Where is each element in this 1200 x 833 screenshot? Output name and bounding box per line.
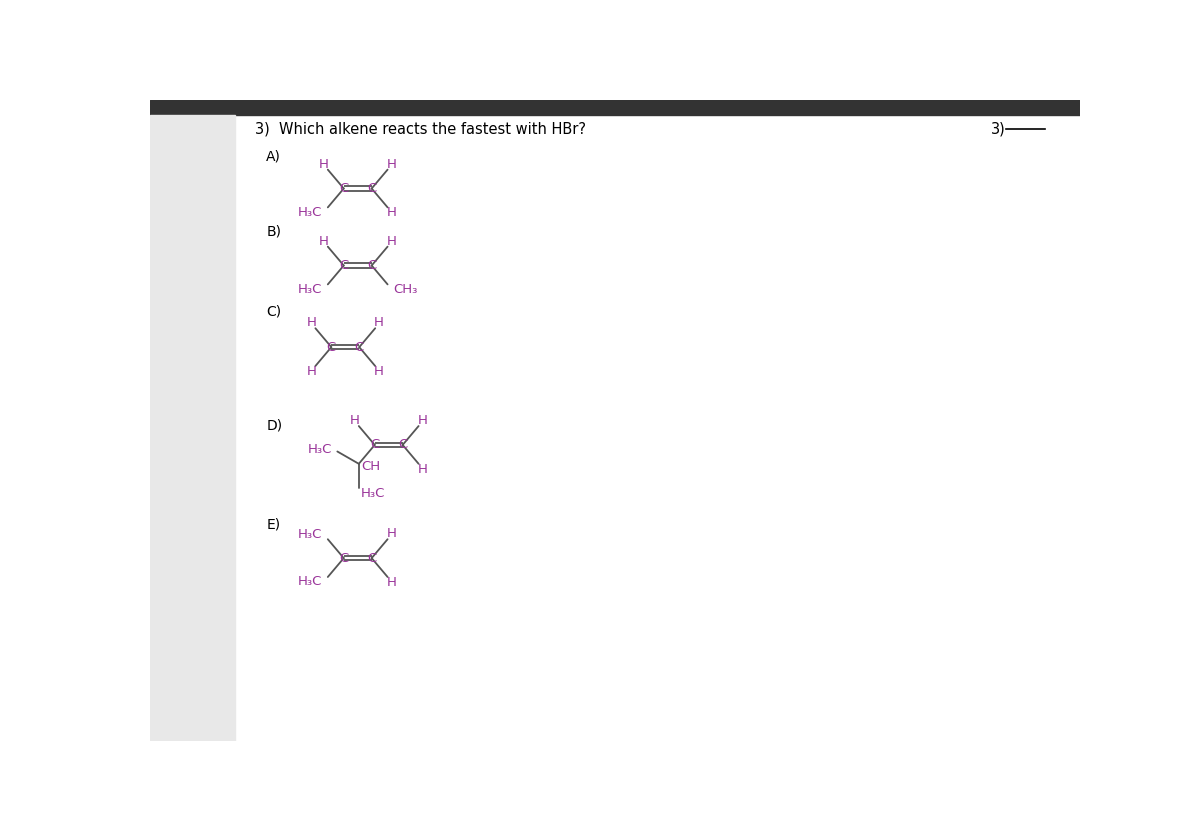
Text: E): E) (266, 517, 281, 531)
Text: C: C (367, 182, 377, 195)
Bar (150, 100, 1080, 115)
Text: H: H (374, 317, 384, 329)
Text: C: C (340, 551, 348, 565)
Text: A): A) (266, 149, 281, 163)
Text: H₃C: H₃C (298, 575, 323, 588)
Bar (150, 115, 235, 741)
Text: H: H (374, 365, 384, 378)
Text: H: H (386, 576, 396, 589)
Text: 3): 3) (991, 122, 1006, 137)
Text: H₃C: H₃C (298, 528, 323, 541)
Text: H: H (319, 235, 329, 247)
Text: H: H (386, 157, 396, 171)
Text: C: C (398, 438, 407, 451)
Text: H₃C: H₃C (360, 487, 385, 501)
Text: C: C (370, 438, 379, 451)
Text: H₃C: H₃C (298, 282, 323, 296)
Text: H₃C: H₃C (298, 206, 323, 218)
Text: H: H (386, 235, 396, 247)
Text: H₃C: H₃C (307, 443, 332, 456)
Text: H: H (350, 414, 360, 427)
Text: C: C (367, 551, 377, 565)
Text: H: H (386, 527, 396, 541)
Text: 3)  Which alkene reacts the fastest with HBr?: 3) Which alkene reacts the fastest with … (254, 122, 586, 137)
Text: C: C (340, 259, 348, 272)
Text: C: C (340, 182, 348, 195)
Text: CH₃: CH₃ (394, 282, 418, 296)
Text: C: C (355, 341, 364, 354)
Text: H: H (418, 462, 427, 476)
Text: CH: CH (361, 461, 380, 473)
Text: C: C (367, 259, 377, 272)
Text: C: C (326, 341, 336, 354)
Text: H: H (306, 365, 317, 378)
Text: H: H (319, 157, 329, 171)
Text: B): B) (266, 225, 281, 238)
Text: H: H (386, 207, 396, 219)
Text: H: H (306, 317, 317, 329)
Text: C): C) (266, 305, 281, 319)
Text: H: H (418, 414, 427, 427)
Text: D): D) (266, 419, 282, 432)
